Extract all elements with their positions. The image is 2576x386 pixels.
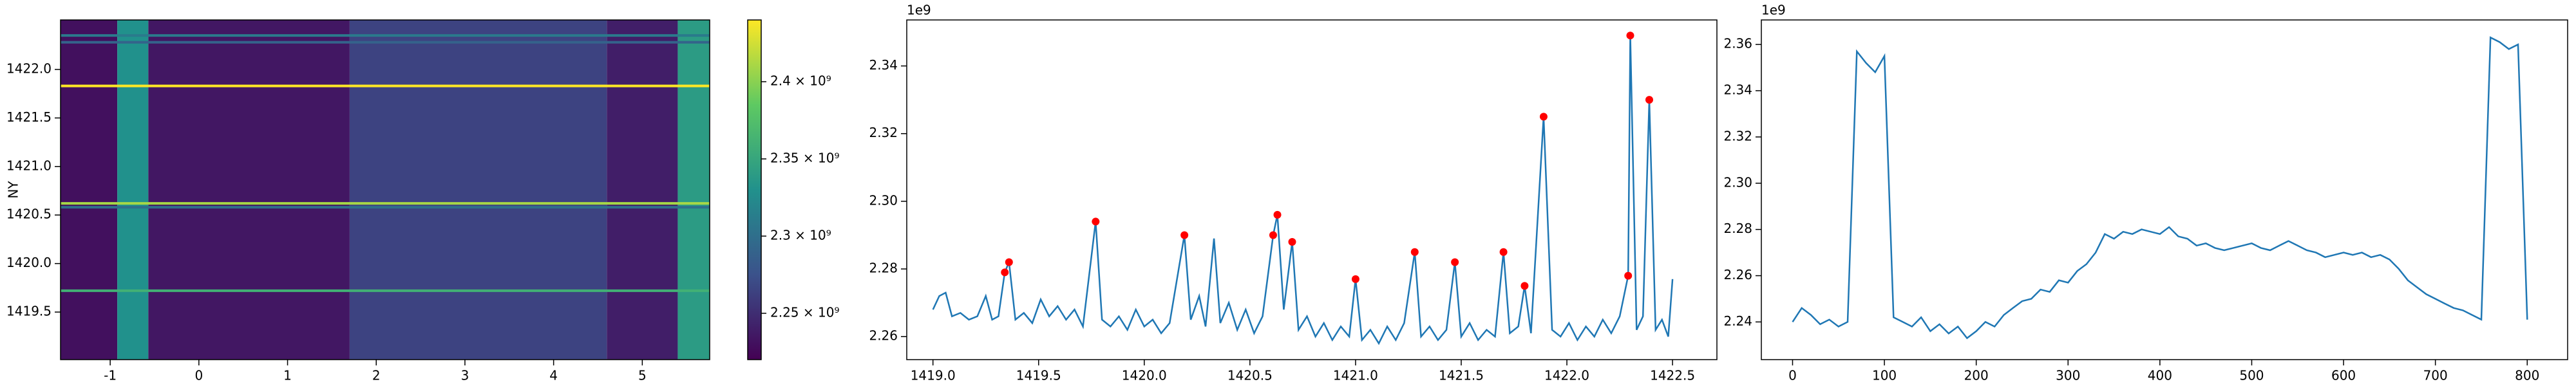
y-tick-label: 2.34 [1723,82,1752,97]
heatmap-column [61,20,118,360]
x-tick-label: 3 [461,368,469,383]
peak-marker [1520,282,1529,290]
colorbar-tick-label: 2.4 × 10⁹ [770,73,831,89]
peak-marker [1410,248,1419,256]
offset-text: 1e9 [1761,3,1786,18]
heatmap-column [148,20,350,360]
heatmap-row [61,206,710,209]
peak-marker [1499,248,1508,256]
colorbar [747,19,762,360]
heatmap-column [349,20,607,360]
frame [60,19,710,360]
x-tick-label: 2 [372,368,381,383]
peak-marker [1180,231,1189,239]
peak-marker [1092,217,1100,226]
y-tick-label: 2.32 [869,125,898,140]
offset-text: 1e9 [907,3,931,18]
x-tick-label: 600 [2331,368,2356,383]
x-tick-label: 500 [2239,368,2264,383]
y-tick-label: 2.30 [869,192,898,208]
x-tick-label: 1420.0 [1122,368,1167,383]
heatmap-row [61,41,710,44]
peak-marker [1624,271,1633,280]
heatmap-row [61,202,710,205]
x-tick-label: 1420.5 [1227,368,1273,383]
peak-marker [1626,32,1634,40]
peak-marker [1269,231,1277,239]
x-tick-label: 5 [638,368,647,383]
y-tick-label: 1420.5 [6,207,52,222]
y-tick-label: 2.28 [869,261,898,276]
x-tick-label: 0 [1788,368,1797,383]
y-axis-label: NY [6,181,21,199]
x-tick-label: 400 [2148,368,2172,383]
y-tick-label: 2.34 [869,57,898,73]
y-tick-label: 2.32 [1723,128,1752,143]
x-tick-label: 300 [2056,368,2080,383]
x-tick-label: 100 [1872,368,1897,383]
peak-marker [1351,275,1359,283]
x-tick-label: 1422.5 [1650,368,1695,383]
x-tick-label: 1422.0 [1544,368,1589,383]
heatmap-column [607,20,678,360]
y-tick-label: 1422.0 [6,60,52,76]
heatmap-column [677,20,710,360]
peak-marker [1451,258,1459,266]
line [932,35,1674,345]
heatmap-row [61,84,710,87]
peak-marker [1539,113,1548,121]
peak-marker [1645,96,1654,104]
heatmap-row [61,34,710,37]
colorbar-tick-label: 2.25 × 10⁹ [770,305,839,320]
x-tick-label: 1421.0 [1333,368,1378,383]
x-tick-label: 4 [549,368,558,383]
peak-marker [1005,258,1013,266]
heatmap-column [117,20,149,360]
y-tick-label: 2.28 [1723,221,1752,236]
y-tick-label: 1419.5 [6,304,52,319]
colorbar-tick-label: 2.35 × 10⁹ [770,151,839,166]
frame [1761,19,2568,360]
colorbar-tick-label: 2.3 × 10⁹ [770,228,831,243]
y-tick-label: 1420.0 [6,255,52,270]
peak-marker [1288,237,1296,246]
peak-marker [1001,268,1009,277]
x-tick-label: 1 [283,368,292,383]
x-tick-label: 0 [194,368,203,383]
y-tick-label: 2.26 [869,328,898,344]
x-tick-label: 1421.5 [1439,368,1484,383]
x-tick-label: 1419.0 [911,368,956,383]
x-tick-label: 700 [2423,368,2448,383]
x-tick-label: 800 [2515,368,2539,383]
y-tick-label: 2.24 [1723,313,1752,329]
y-tick-label: 1421.5 [6,109,52,125]
x-tick-label: -1 [104,368,117,383]
y-tick-label: 2.30 [1723,174,1752,190]
heatmap-row [61,289,710,292]
frame [906,19,1718,360]
x-tick-label: 200 [1964,368,1989,383]
y-tick-label: 1421.0 [6,158,52,173]
x-tick-label: 1419.5 [1016,368,1061,383]
peak-marker [1273,210,1282,219]
y-tick-label: 2.36 [1723,36,1752,51]
line [1792,36,2528,340]
heatmap [61,20,710,360]
y-tick-label: 2.26 [1723,267,1752,282]
